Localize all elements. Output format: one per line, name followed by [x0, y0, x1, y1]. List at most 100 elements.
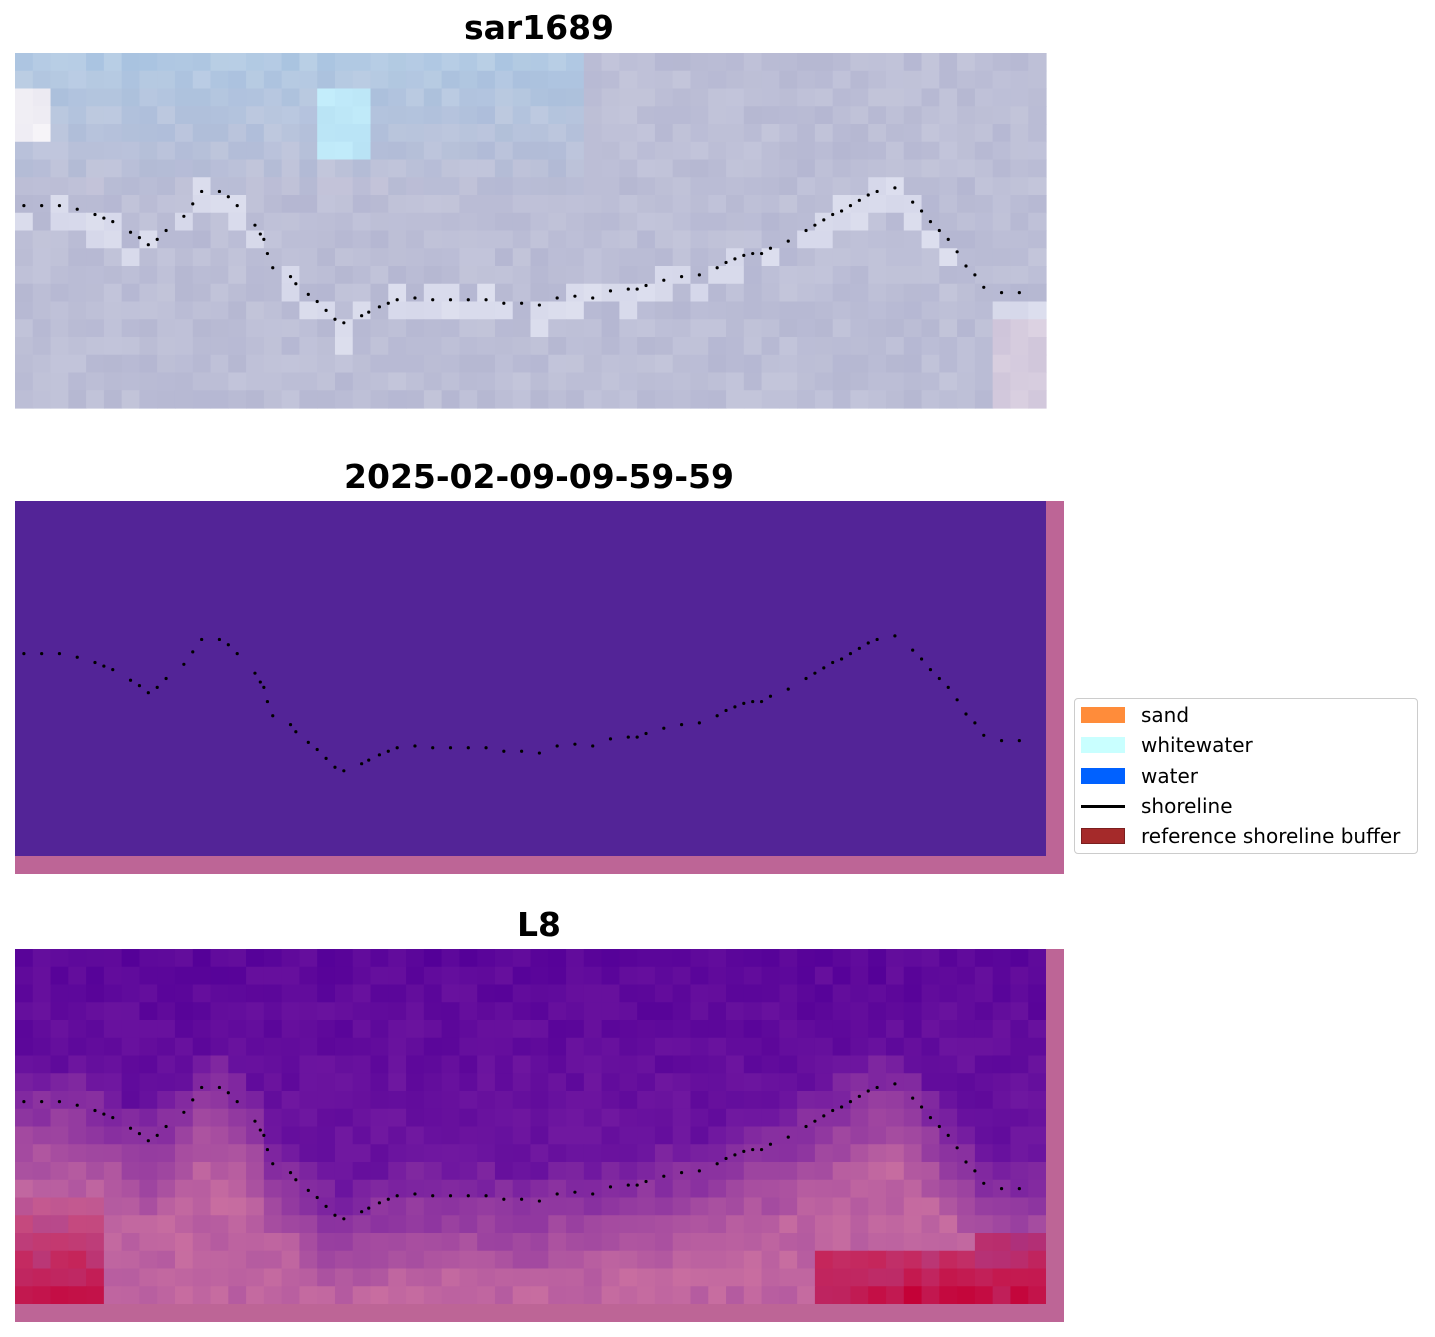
l8-pixel: [263, 1108, 283, 1128]
l8-pixel: [334, 1286, 354, 1305]
l8-pixel: [406, 1268, 425, 1287]
l8-pixel: [957, 1108, 976, 1128]
sar-pixel: [334, 301, 354, 320]
l8-pixel: [903, 1037, 923, 1057]
sar-pixel: [548, 124, 567, 143]
sar-pixel: [352, 283, 372, 303]
l8-pixel: [726, 1197, 745, 1216]
l8-pixel: [779, 1091, 798, 1110]
l8-pixel: [388, 1055, 407, 1074]
sar-pixel: [601, 337, 620, 356]
sar-pixel: [1010, 319, 1029, 338]
l8-pixel: [654, 1250, 674, 1270]
shoreline-point: [164, 676, 168, 681]
sar-pixel: [228, 390, 247, 409]
sar-pixel: [86, 106, 105, 125]
shoreline-point: [822, 1114, 826, 1118]
l8-pixel: [583, 1179, 603, 1199]
sar-pixel: [832, 354, 852, 374]
legend-item-buffer: reference shoreline buffer: [1081, 824, 1400, 848]
l8-pixel: [939, 1250, 958, 1270]
sar-pixel: [743, 354, 763, 374]
sar-pixel: [761, 266, 780, 285]
sar-pixel: [121, 124, 141, 143]
l8-pixel: [228, 1233, 247, 1252]
sar-pixel: [388, 212, 407, 232]
l8-pixel: [548, 1215, 567, 1234]
sar-pixel: [690, 124, 709, 143]
l8-pixel: [903, 1144, 923, 1163]
sar-pixel: [797, 372, 816, 391]
l8-pixel: [246, 1215, 265, 1234]
l8-pixel: [957, 1233, 976, 1252]
sar-pixel: [690, 88, 709, 107]
sar-pixel: [210, 88, 229, 107]
l8-pixel: [1028, 949, 1047, 968]
sar-pixel: [512, 124, 532, 143]
l8-pixel: [672, 1126, 692, 1145]
l8-pixel: [317, 1250, 336, 1270]
shoreline-point: [635, 1183, 639, 1187]
sar-pixel: [263, 390, 283, 409]
l8-pixel: [886, 1215, 905, 1234]
l8-pixel: [886, 1091, 905, 1110]
l8-pixel: [352, 1233, 372, 1252]
sar-pixel: [814, 248, 834, 267]
sar-pixel: [423, 266, 443, 285]
sar-pixel: [761, 390, 780, 409]
l8-pixel: [512, 984, 532, 1003]
l8-pixel: [1028, 1091, 1047, 1110]
shoreline-point: [946, 1133, 950, 1137]
sar-pixel: [494, 88, 514, 107]
l8-pixel: [317, 949, 336, 968]
sar-pixel: [814, 337, 834, 356]
sar-pixel: [761, 337, 780, 356]
l8-pixel: [103, 1250, 123, 1270]
legend-swatch-buffer: [1081, 828, 1125, 844]
l8-pixel: [406, 1162, 425, 1181]
sar-pixel: [921, 53, 940, 72]
sar-pixel: [690, 230, 709, 249]
sar-pixel: [352, 248, 372, 267]
shoreline-point: [520, 749, 524, 753]
l8-pixel: [423, 1055, 443, 1074]
sar-pixel: [370, 88, 389, 107]
sar-pixel: [637, 248, 656, 267]
sar-pixel: [370, 390, 389, 409]
sar-pixel: [903, 177, 923, 196]
l8-pixel: [228, 1179, 247, 1199]
l8-pixel: [601, 1215, 620, 1234]
l8-pixel: [459, 1250, 478, 1270]
l8-pixel: [157, 1215, 176, 1234]
shoreline-point: [697, 1169, 701, 1173]
l8-pixel: [423, 1215, 443, 1234]
l8-pixel: [210, 1144, 229, 1163]
legend-line-shoreline: [1081, 804, 1125, 808]
sar-pixel: [263, 124, 283, 143]
sar-pixel: [334, 177, 354, 196]
shoreline-point: [768, 1142, 773, 1146]
shoreline-point: [431, 1194, 435, 1198]
l8-pixel: [921, 1126, 940, 1145]
classification-border-bottom: [15, 856, 1064, 874]
sar-pixel: [299, 141, 318, 161]
l8-pixel: [903, 1250, 923, 1270]
sar-pixel: [1010, 70, 1029, 90]
l8-pixel: [601, 1197, 620, 1216]
l8-pixel: [814, 1179, 834, 1199]
sar-pixel: [494, 230, 514, 249]
l8-pixel: [619, 1055, 638, 1074]
legend-item-whitewater: whitewater: [1081, 733, 1253, 757]
l8-pixel: [477, 1002, 496, 1021]
l8-pixel: [15, 1144, 34, 1163]
l8-pixel: [708, 949, 727, 968]
l8-pixel: [406, 984, 425, 1003]
sar-pixel: [814, 230, 834, 249]
sar-pixel: [352, 354, 372, 374]
sar-pixel: [334, 283, 354, 303]
sar-pixel: [1010, 248, 1029, 267]
sar-pixel: [530, 53, 549, 72]
sar-pixel: [423, 301, 443, 320]
sar-pixel: [886, 88, 905, 107]
l8-pixel: [992, 1250, 1012, 1270]
